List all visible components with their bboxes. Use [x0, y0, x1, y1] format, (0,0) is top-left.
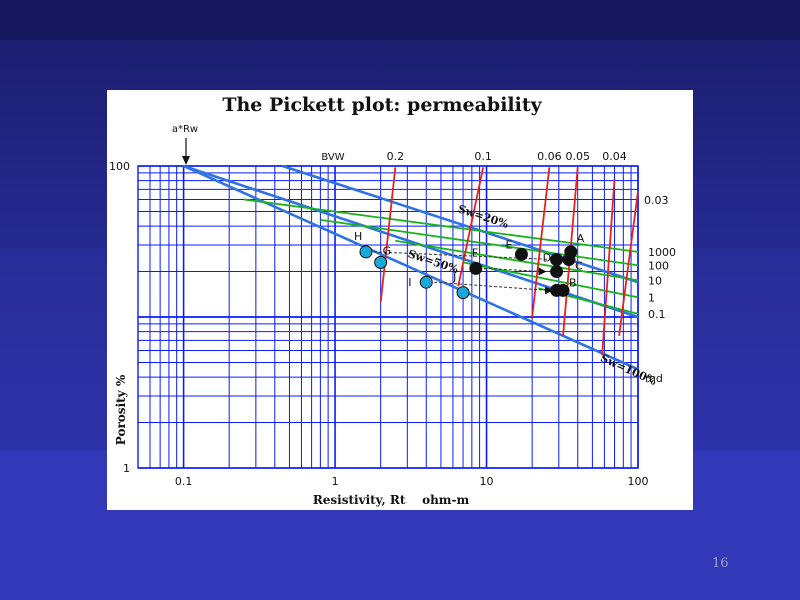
data-point [514, 247, 528, 261]
point-label: F [472, 246, 478, 259]
point-label: E [505, 238, 512, 251]
data-point [550, 253, 564, 267]
data-point [562, 253, 576, 267]
point-label: G [383, 244, 392, 257]
background-band-top [0, 0, 800, 40]
bvw-line [618, 191, 639, 336]
arw-arrow-head [182, 156, 190, 165]
point-label: I [408, 276, 411, 289]
x-tick-label: 1 [332, 475, 339, 488]
pickett-plot-figure: 0.1 1 10 100 100 1 Sw=20% Sw=50% Sw=100% 1000 100 1… [107, 90, 693, 510]
arrow-f-to-d-head [538, 267, 547, 276]
data-point [550, 265, 564, 279]
point-label: A [577, 232, 585, 245]
y-tick-label: 100 [109, 160, 130, 173]
slide-number: 16 [712, 556, 729, 571]
perm-line [395, 239, 639, 282]
perm-line-label: 1000 [648, 246, 676, 259]
point-label: H [354, 230, 362, 243]
data-point [359, 245, 373, 259]
pickett-plot: 0.1 1 10 1001001Sw=20%Sw=50%Sw=100%10001001… [109, 94, 676, 507]
bvw-line [531, 167, 551, 318]
bvw-line [601, 178, 616, 356]
bvw-line-label: 0.1 [474, 150, 492, 163]
bvw-line-label: 0.06 [537, 150, 562, 163]
x-axis-label: Resistivity, Rt ohm-m [313, 493, 470, 507]
x-tick-label: 0.1 [175, 475, 193, 488]
x-tick-label: 10 [480, 475, 494, 488]
sw-line [183, 164, 639, 319]
data-point [469, 261, 483, 275]
perm-line [320, 218, 639, 267]
data-point [419, 275, 433, 289]
data-point [456, 286, 470, 300]
perm-line [462, 261, 639, 299]
bvw-line [457, 167, 485, 287]
grid [137, 165, 639, 469]
perm-line-label: 0.1 [648, 308, 666, 321]
perm-unit-label: md [645, 372, 663, 385]
point-label: J [452, 271, 456, 284]
permeability-lines [243, 198, 639, 315]
sw-line-label: Sw=20% [456, 202, 510, 231]
x-tick-label: 100 [628, 475, 649, 488]
bvw-line [379, 167, 397, 303]
perm-line-label: 10 [648, 274, 662, 287]
point-label: C [575, 260, 583, 273]
bvw-line-label: 0.2 [387, 150, 405, 163]
bvw-line-label: 0.04 [602, 150, 627, 163]
y-tick-label: 1 [123, 462, 130, 475]
perm-line [243, 198, 639, 253]
point-label: D [543, 252, 551, 265]
arw-label: a*Rw [172, 124, 198, 135]
bvw-line-label: 0.05 [565, 150, 590, 163]
arrow-i-to-b-line [434, 281, 550, 291]
data-point [374, 255, 388, 269]
data-points [359, 245, 578, 300]
perm-line-label: 1 [648, 291, 655, 304]
chart-title: The Pickett plot: permeability [222, 94, 542, 116]
perm-line-label: 100 [648, 259, 669, 272]
bvw-line-label: 0.03 [644, 194, 669, 207]
arrow-i-to-b-head [545, 286, 554, 295]
point-label: B [569, 276, 577, 289]
sw-line [282, 164, 639, 284]
bvw-label: BVW [321, 152, 344, 163]
y-axis-label: Porosity % [114, 374, 128, 445]
data-point [550, 283, 564, 297]
